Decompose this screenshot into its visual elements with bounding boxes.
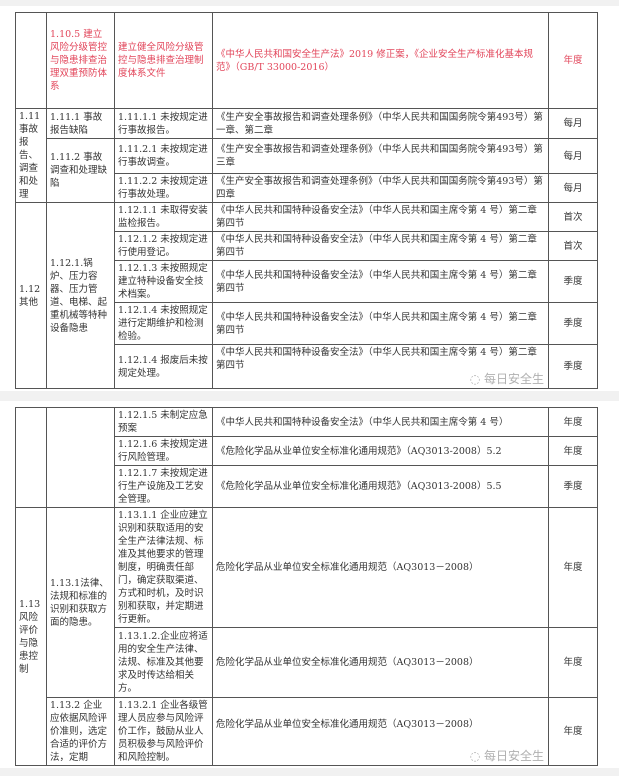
- basis-text: 《中华人民共和国特种设备安全法》（中华人民共和国主席令第 4 号）第二章第四节: [216, 347, 537, 371]
- item-cell: 1.11.1 事故报告缺陷: [46, 108, 115, 139]
- table-row: 1.12.1.3 未按照规定建立特种设备安全技术档案。 《中华人民共和国特种设备…: [16, 260, 598, 303]
- basis-cell: 《中华人民共和国特种设备安全法》（中华人民共和国主席令第 4 号）: [212, 407, 549, 437]
- frequency-cell: 季度: [548, 302, 598, 345]
- image-part-1: 1.10.5 建立风险分级管控与隐患排查治理双重预防体系 建立健全风险分级管控与…: [0, 6, 619, 391]
- basis-text: 危险化学品从业单位安全标准化通用规范（AQ3013－2008）: [216, 718, 479, 730]
- frequency-cell: 首次: [548, 202, 598, 232]
- hazard-table-part-1: 1.10.5 建立风险分级管控与隐患排查治理双重预防体系 建立健全风险分级管控与…: [15, 12, 598, 389]
- basis-cell: 危险化学品从业单位安全标准化通用规范（AQ3013－2008）: [212, 627, 549, 698]
- watermark: ◌ 每日安全生: [469, 372, 544, 386]
- basis-cell: 危险化学品从业单位安全标准化通用规范（AQ3013－2008） ◌ 每日安全生: [212, 697, 549, 766]
- frequency-cell: 年度: [548, 507, 598, 628]
- top-divider: [0, 0, 619, 6]
- watermark: ◌ 每日安全生: [469, 749, 544, 763]
- image-gap: [0, 391, 619, 401]
- basis-cell: 《生产安全事故报告和调查处理条例》（中华人民共和国国务院令第493号）第四章: [212, 173, 549, 203]
- hazard-cell: 1.11.2.2 未按规定进行事故处理。: [114, 173, 213, 203]
- item-cell: 1.11.2 事故调查和处理缺陷: [46, 138, 115, 203]
- basis-cell: 危险化学品从业单位安全标准化通用规范（AQ3013－2008）: [212, 507, 549, 628]
- hazard-cell: 1.12.1.4 未按照规定进行定期维护和检测检验。: [114, 302, 213, 345]
- basis-cell: 《生产安全事故报告和调查处理条例》（中华人民共和国国务院令第493号）第三章: [212, 138, 549, 174]
- basis-cell: 《中华人民共和国特种设备安全法》（中华人民共和国主席令第 4 号）第二章第四节: [212, 202, 549, 232]
- basis-cell: 《中华人民共和国特种设备安全法》（中华人民共和国主席令第 4 号）第二章第四节: [212, 302, 549, 345]
- table-row: 1.10.5 建立风险分级管控与隐患排查治理双重预防体系 建立健全风险分级管控与…: [15, 12, 598, 109]
- table-row: 1.12.1.5 未制定应急预案 《中华人民共和国特种设备安全法》（中华人民共和…: [15, 407, 598, 508]
- category-cell: 1.12 其他: [15, 202, 47, 389]
- frequency-cell: 年度: [548, 12, 598, 109]
- hazard-cell: 建立健全风险分级管控与隐患排查治理制度体系文件: [114, 12, 213, 109]
- frequency-cell: 季度: [548, 344, 598, 389]
- hazard-cell: 1.11.1.1 未按规定进行事故报告。: [114, 108, 213, 139]
- table-row: 1.11 事故报告、调查和处理 1.11.1 事故报告缺陷 1.11.1.1 未…: [15, 108, 598, 203]
- frequency-cell: 季度: [548, 465, 598, 508]
- hazard-cell: 1.13.1.2.企业应将适用的安全生产法律、法规、标准及其他要求及时传达给相关…: [114, 627, 213, 698]
- table-row: 1.12 其他 1.12.1.锅炉、压力容器、压力管道、电梯、起重机械等特种设备…: [15, 202, 598, 389]
- frequency-cell: 年度: [548, 627, 598, 698]
- frequency-cell: 每月: [548, 138, 598, 174]
- frequency-cell: 季度: [548, 260, 598, 303]
- item-cell: [46, 407, 115, 508]
- category-cell: 1.13 风险评价与隐患控制: [15, 507, 47, 766]
- watermark-text: 每日安全生: [483, 372, 544, 386]
- frequency-cell: 每月: [548, 173, 598, 203]
- basis-cell: 《危险化学品从业单位安全标准化通用规范》（AQ3013-2008）5.2: [212, 436, 549, 466]
- basis-cell: 《中华人民共和国特种设备安全法》（中华人民共和国主席令第 4 号）第二章第四节: [212, 231, 549, 261]
- basis-cell: 《危险化学品从业单位安全标准化通用规范》（AQ3013-2008）5.5: [212, 465, 549, 508]
- hazard-cell: 1.12.1.4 报废后未按规定处理。: [114, 344, 213, 389]
- item-cell: 1.12.1.锅炉、压力容器、压力管道、电梯、起重机械等特种设备隐患: [46, 202, 115, 389]
- hazard-cell: 1.11.2.1 未按规定进行事故调查。: [114, 138, 213, 174]
- table-row: 1.11.2 事故调查和处理缺陷 1.11.2.1 未按规定进行事故调查。 《生…: [16, 138, 598, 203]
- image-part-2: 1.12.1.5 未制定应急预案 《中华人民共和国特种设备安全法》（中华人民共和…: [0, 401, 619, 768]
- frequency-cell: 年度: [548, 436, 598, 466]
- hazard-table-part-2: 1.12.1.5 未制定应急预案 《中华人民共和国特种设备安全法》（中华人民共和…: [15, 407, 598, 766]
- table-row: 1.12.1.4 报废后未按规定处理。 《中华人民共和国特种设备安全法》（中华人…: [16, 344, 598, 389]
- watermark-text: 每日安全生: [483, 749, 544, 763]
- basis-cell: 《中华人民共和国特种设备安全法》（中华人民共和国主席令第 4 号）第二章第四节: [212, 260, 549, 303]
- frequency-cell: 首次: [548, 231, 598, 261]
- bottom-divider: [0, 768, 619, 776]
- table-row: 1.12.1.4 未按照规定进行定期维护和检测检验。 《中华人民共和国特种设备安…: [16, 302, 598, 345]
- hazard-cell: 1.13.1.1 企业应建立识别和获取适用的安全生产法律法规、标准及其他要求的管…: [114, 507, 213, 628]
- category-cell: [15, 407, 47, 508]
- basis-cell: 《中华人民共和国特种设备安全法》（中华人民共和国主席令第 4 号）第二章第四节 ◌…: [212, 344, 549, 389]
- table-row: 1.12.1.7 未按规定进行生产设施及工艺安全管理。 《危险化学品从业单位安全…: [16, 465, 598, 508]
- item-cell: 1.13.1法律、法规和标准的识别和获取方面的隐患。: [46, 507, 115, 698]
- hazard-cell: 1.12.1.2 未按规定进行使用登记。: [114, 231, 213, 261]
- table-row: 1.12.1.6 未按规定进行风险管理。 《危险化学品从业单位安全标准化通用规范…: [16, 436, 598, 466]
- hazard-cell: 1.13.2.1 企业各级管理人员应参与风险评价工作，鼓励从业人员积极参与风险评…: [114, 697, 213, 766]
- frequency-cell: 每月: [548, 108, 598, 139]
- hazard-cell: 1.12.1.5 未制定应急预案: [114, 407, 213, 437]
- basis-cell: 《生产安全事故报告和调查处理条例》（中华人民共和国国务院令第493号）第一章、第…: [212, 108, 549, 139]
- table-row: 1.13.1.2.企业应将适用的安全生产法律、法规、标准及其他要求及时传达给相关…: [16, 627, 598, 698]
- table-row: 1.13 风险评价与隐患控制 1.13.1法律、法规和标准的识别和获取方面的隐患…: [15, 507, 598, 766]
- category-cell: 1.11 事故报告、调查和处理: [15, 108, 47, 203]
- table-row: 1.13.2 企业应依据风险评价准则，选定合适的评价方法，定期 1.13.2.1…: [16, 697, 598, 766]
- basis-cell: 《中华人民共和国安全生产法》2019 修正案，《企业安全生产标准化基本规范》（G…: [212, 12, 549, 109]
- item-cell: 1.10.5 建立风险分级管控与隐患排查治理双重预防体系: [46, 12, 115, 109]
- hazard-cell: 1.12.1.1 未取得安装监检报告。: [114, 202, 213, 232]
- hazard-cell: 1.12.1.6 未按规定进行风险管理。: [114, 436, 213, 466]
- item-cell: 1.13.2 企业应依据风险评价准则，选定合适的评价方法，定期: [46, 697, 115, 766]
- hazard-cell: 1.12.1.3 未按照规定建立特种设备安全技术档案。: [114, 260, 213, 303]
- category-cell: [15, 12, 47, 109]
- frequency-cell: 年度: [548, 407, 598, 437]
- table-row: 1.12.1.2 未按规定进行使用登记。 《中华人民共和国特种设备安全法》（中华…: [16, 231, 598, 261]
- frequency-cell: 年度: [548, 697, 598, 766]
- hazard-cell: 1.12.1.7 未按规定进行生产设施及工艺安全管理。: [114, 465, 213, 508]
